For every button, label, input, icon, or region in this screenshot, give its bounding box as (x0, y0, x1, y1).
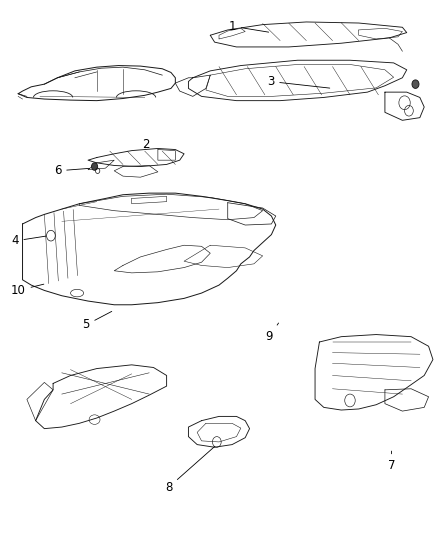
Text: 1: 1 (228, 20, 268, 33)
Text: 6: 6 (54, 164, 90, 177)
Circle shape (412, 80, 419, 88)
Circle shape (92, 163, 98, 170)
Text: 9: 9 (265, 323, 279, 343)
Text: 5: 5 (82, 311, 112, 332)
Text: 10: 10 (11, 284, 44, 297)
Text: 7: 7 (388, 451, 395, 472)
Text: 2: 2 (142, 138, 149, 151)
Text: 8: 8 (165, 447, 215, 494)
Text: 3: 3 (267, 75, 330, 88)
Text: 4: 4 (11, 235, 46, 247)
